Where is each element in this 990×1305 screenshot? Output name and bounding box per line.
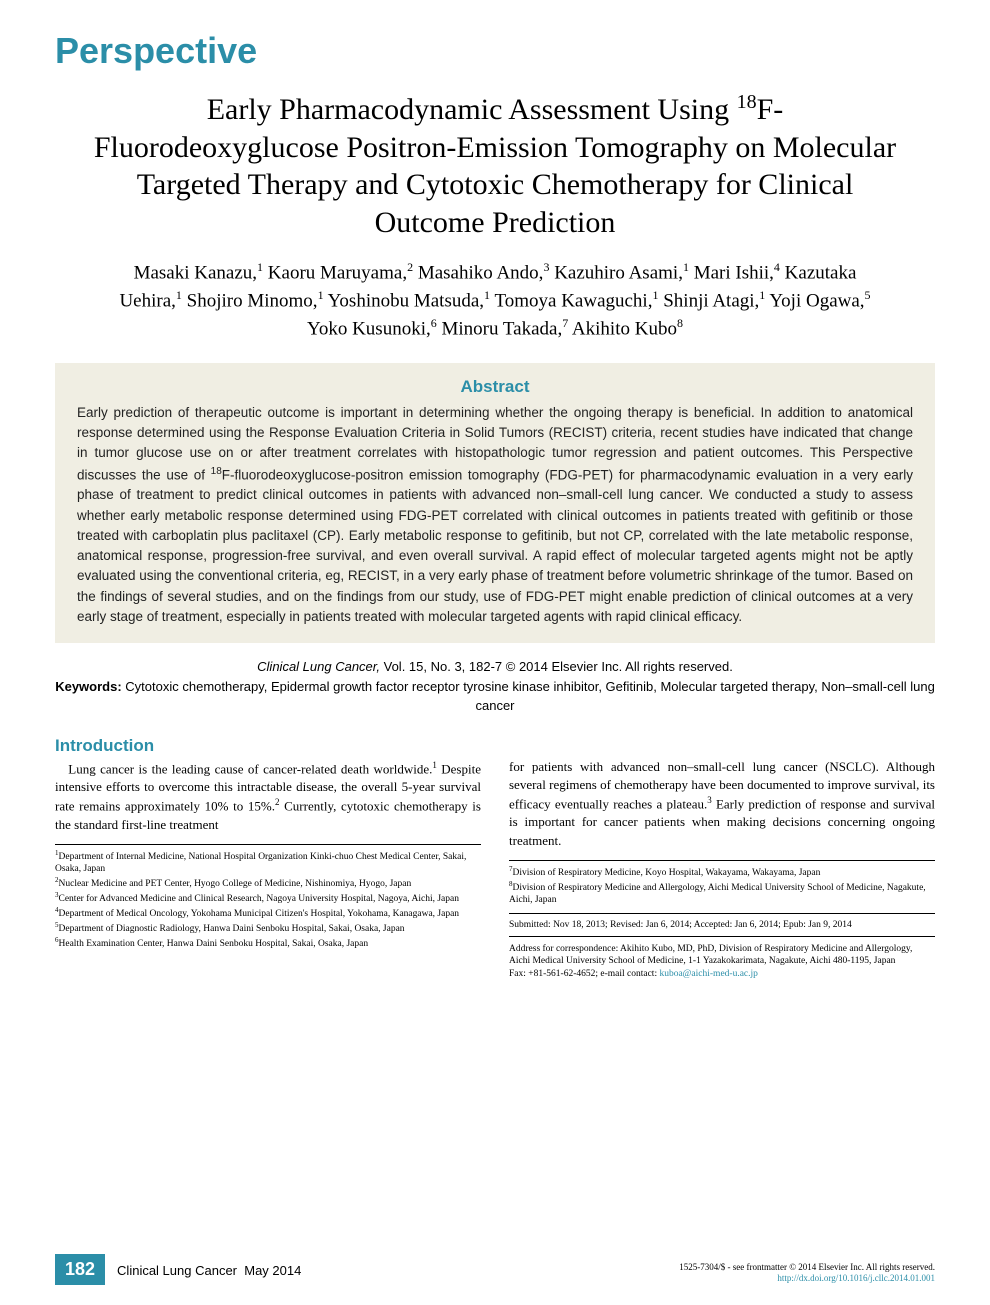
journal-name: Clinical Lung Cancer, [257, 659, 380, 674]
page-footer: 182 Clinical Lung Cancer May 2014 1525-7… [55, 1254, 935, 1285]
affiliations-left: 1Department of Internal Medicine, Nation… [55, 849, 481, 951]
left-column: Introduction Lung cancer is the leading … [55, 736, 481, 981]
abstract-box: Abstract Early prediction of therapeutic… [55, 363, 935, 643]
keywords-label: Keywords: [55, 679, 121, 694]
footer-right: 1525-7304/$ - see frontmatter © 2014 Els… [679, 1262, 935, 1285]
affiliation-rule [55, 844, 481, 845]
intro-text-right: for patients with advanced non–small-cel… [509, 758, 935, 850]
citation-block: Clinical Lung Cancer, Vol. 15, No. 3, 18… [55, 657, 935, 716]
volume-info: Vol. 15, No. 3, 182-7 © 2014 Elsevier In… [380, 659, 733, 674]
right-column: for patients with advanced non–small-cel… [509, 736, 935, 981]
affiliations-right: 7Division of Respiratory Medicine, Koyo … [509, 865, 935, 907]
affiliation-rule-right [509, 860, 935, 861]
abstract-text: Early prediction of therapeutic outcome … [77, 403, 913, 627]
doi-link[interactable]: http://dx.doi.org/10.1016/j.cllc.2014.01… [777, 1273, 935, 1283]
footer-journal: Clinical Lung Cancer May 2014 [117, 1263, 301, 1278]
page-number: 182 [55, 1254, 105, 1285]
correspondence-address: Address for correspondence: Akihito Kubo… [509, 943, 935, 980]
keywords: Cytotoxic chemotherapy, Epidermal growth… [122, 679, 935, 714]
abstract-heading: Abstract [77, 377, 913, 397]
submission-dates: Submitted: Nov 18, 2013; Revised: Jan 6,… [509, 913, 935, 937]
footer-copyright: 1525-7304/$ - see frontmatter © 2014 Els… [679, 1262, 935, 1272]
authors: Masaki Kanazu,1 Kaoru Maruyama,2 Masahik… [105, 259, 885, 343]
article-title: Early Pharmacodynamic Assessment Using 1… [85, 90, 905, 241]
footer-left: 182 Clinical Lung Cancer May 2014 [55, 1254, 301, 1285]
body-columns: Introduction Lung cancer is the leading … [55, 736, 935, 981]
introduction-heading: Introduction [55, 736, 481, 756]
intro-text-left: Lung cancer is the leading cause of canc… [55, 759, 481, 834]
section-label: Perspective [55, 30, 935, 72]
